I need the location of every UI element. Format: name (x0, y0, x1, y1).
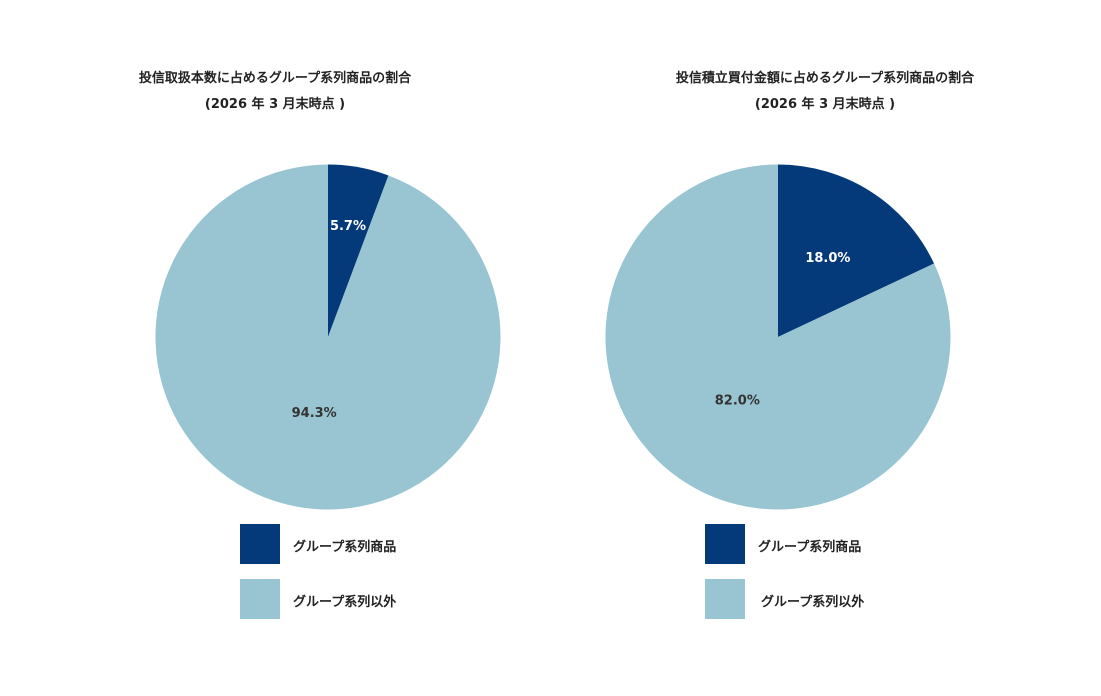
legend-swatch-group (705, 524, 745, 564)
chart-title: 投信取扱本数に占めるグループ系列商品の割合 (138, 71, 412, 86)
pie-slice-group (778, 164, 935, 337)
pie-svg: 5.7% 94.3% (155, 164, 501, 510)
pie-chart-purchase-amount: 投信積立買付金額に占めるグループ系列商品の割合 (2026 年 3 月末時点 )… (550, 0, 1100, 696)
legend-label: グループ系列以外 (761, 595, 865, 610)
legend-label: グループ系列以外 (293, 595, 397, 610)
legend-label: グループ系列商品 (758, 540, 862, 555)
chart-subtitle: (2026 年 3 月末時点 ) (754, 97, 896, 112)
pie-data-label: 18.0% (805, 251, 850, 266)
pie-slice-group (328, 164, 389, 337)
chart-title: 投信積立買付金額に占めるグループ系列商品の割合 (675, 71, 975, 86)
legend-label: グループ系列商品 (293, 540, 397, 555)
legend-swatch-group (240, 524, 280, 564)
legend-swatch-other (240, 579, 280, 619)
pie-slice-other (605, 164, 951, 510)
pie-data-label: 5.7% (330, 219, 366, 234)
pie-chart-fund-count: 投信取扱本数に占めるグループ系列商品の割合 (2026 年 3 月末時点 ) 5… (0, 0, 550, 696)
pie-data-label: 82.0% (715, 394, 760, 409)
legend-swatch-other (705, 579, 745, 619)
chart-subtitle: (2026 年 3 月末時点 ) (204, 97, 346, 112)
pie-slice-other (155, 164, 501, 510)
pie-data-label: 94.3% (292, 406, 337, 421)
pie-svg: 18.0% 82.0% (605, 164, 951, 510)
